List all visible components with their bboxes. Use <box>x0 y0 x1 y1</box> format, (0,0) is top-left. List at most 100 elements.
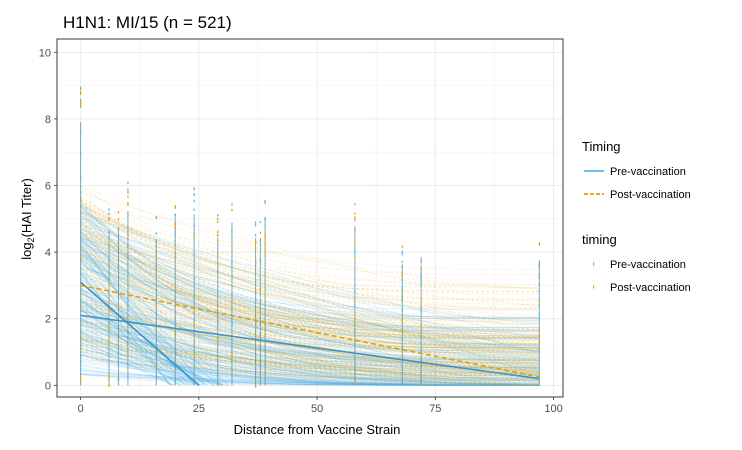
pre-trajectory-line <box>80 235 540 362</box>
observation-point <box>108 307 110 310</box>
observation-point <box>259 293 261 296</box>
observation-point <box>255 329 257 333</box>
post-trajectory-line <box>80 301 540 379</box>
observation-point <box>80 151 82 155</box>
pre-trajectory-line <box>80 293 540 362</box>
observation-point <box>401 327 403 331</box>
observation-point <box>127 296 129 300</box>
observation-point <box>217 323 219 326</box>
post-trajectory-line <box>80 337 540 386</box>
observation-point <box>401 318 403 321</box>
observation-point <box>255 263 257 266</box>
post-trajectory-line <box>80 334 540 369</box>
observation-point <box>217 318 219 321</box>
x-tick-label: 75 <box>429 403 441 415</box>
pre-steep-line <box>80 288 223 386</box>
observation-point <box>259 331 261 335</box>
observation-point <box>108 373 110 376</box>
post-trajectory-line <box>80 235 540 301</box>
chart-title: H1N1: MI/15 (n = 521) <box>63 13 232 32</box>
observation-point <box>193 330 195 334</box>
pre-trajectory-line <box>80 291 540 352</box>
pre-trajectory-line <box>80 291 540 370</box>
pre-steep-line <box>80 308 187 386</box>
observation-point <box>264 275 266 278</box>
observation-point <box>193 343 195 346</box>
observation-point <box>127 308 129 311</box>
observation-point <box>80 236 82 239</box>
pre-trajectory-line <box>80 254 540 352</box>
legend-entry-label: Post-vaccination <box>610 282 691 294</box>
observation-point <box>538 275 540 278</box>
observation-point <box>80 345 82 349</box>
observation-point <box>231 325 233 329</box>
pre-trajectory-line <box>80 246 540 353</box>
post-trajectory-line <box>80 311 540 361</box>
post-trajectory-line <box>80 307 540 344</box>
post-trajectory-line <box>80 320 540 364</box>
observation-point <box>420 305 422 309</box>
pre-trajectory-line <box>80 302 540 386</box>
observation-point <box>401 329 403 333</box>
post-trajectory-line <box>80 223 540 354</box>
pre-trajectory-line <box>80 372 540 386</box>
observation-point <box>255 241 257 244</box>
observation-point <box>117 378 120 382</box>
observation-point <box>255 239 257 243</box>
observation-point <box>193 333 195 336</box>
post-trajectory-line <box>80 221 540 337</box>
pre-trajectory-line <box>80 239 540 349</box>
observation-point <box>155 327 157 330</box>
observation-point <box>231 266 233 270</box>
post-trajectory-line <box>80 249 540 335</box>
post-trajectory-line <box>80 192 540 307</box>
pre-trajectory-line <box>80 320 540 384</box>
observation-point <box>193 350 195 353</box>
observation-point <box>420 369 422 373</box>
pre-trajectory-line <box>80 354 540 386</box>
observation-point <box>193 318 195 322</box>
observation-point <box>401 264 403 268</box>
observation-point <box>255 221 257 224</box>
observation-point <box>155 366 157 369</box>
pre-trajectory-line <box>80 279 540 371</box>
post-trajectory-line <box>80 196 540 295</box>
observation-point <box>401 278 403 282</box>
observation-point <box>264 271 266 275</box>
observation-point <box>420 276 422 279</box>
observation-point <box>354 370 356 373</box>
observation-point <box>217 269 219 272</box>
observation-point <box>127 367 129 371</box>
pre-steep-line <box>80 317 216 386</box>
pre-steep-line <box>80 298 208 386</box>
observation-point <box>231 319 233 323</box>
observation-point <box>231 230 233 233</box>
observation-point <box>259 346 261 349</box>
post-trajectory-line <box>80 347 540 376</box>
pre-trajectory-line <box>80 326 540 386</box>
post-trajectory-line <box>80 224 540 329</box>
post-trajectory-line <box>80 277 540 347</box>
pre-trajectory-line <box>80 252 540 348</box>
observation-point <box>117 228 120 232</box>
pre-trajectory-line <box>80 353 540 386</box>
observation-point <box>401 309 403 312</box>
observation-point <box>174 233 176 237</box>
post-trajectory-line <box>80 276 540 370</box>
observation-point <box>155 251 157 254</box>
pre-trajectory-line <box>80 354 540 386</box>
post-trajectory-line <box>80 200 540 289</box>
observation-point <box>255 288 257 292</box>
post-trajectory-line <box>80 247 540 344</box>
observation-point <box>354 328 356 332</box>
observation-point <box>217 234 219 237</box>
observation-point <box>127 181 129 184</box>
observation-point <box>255 224 257 227</box>
pre-trajectory-line <box>80 217 540 324</box>
observation-point <box>264 200 266 203</box>
post-trajectory-line <box>80 257 540 325</box>
observation-point <box>108 327 110 330</box>
y-tick-label: 10 <box>39 47 51 59</box>
observation-point <box>80 376 82 379</box>
y-axis-label-rest: (HAI Titer) <box>19 178 34 237</box>
